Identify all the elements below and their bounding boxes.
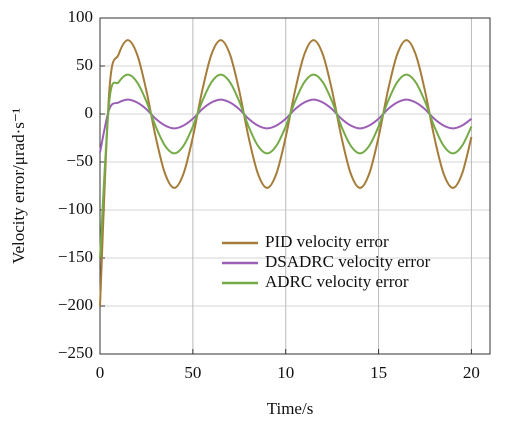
y-tick-label: 0 [85,103,94,122]
x-axis-label: Time/s [267,399,314,418]
legend-label: ADRC velocity error [265,272,409,291]
y-tick-label: 100 [68,7,94,26]
y-tick-label: 50 [76,55,93,74]
y-tick-label: −150 [58,247,93,266]
y-tick-label: −50 [66,151,93,170]
legend-label: DSADRC velocity error [265,252,431,271]
x-tick-label: 10 [277,363,294,382]
x-tick-label: 0 [96,363,105,382]
y-axis-label: Velocity error/μrad·s⁻¹ [9,108,28,264]
plot-frame [99,17,491,355]
y-tick-label: −100 [58,199,93,218]
x-tick-label: 15 [370,363,387,382]
legend-label: PID velocity error [265,232,389,251]
x-tick-label: 50 [184,363,201,382]
series-line [99,39,473,307]
y-tick-label: −200 [58,295,93,314]
series-line [99,98,473,153]
y-tick-label: −250 [58,343,93,362]
series-line [99,73,473,259]
x-tick-label: 20 [463,363,480,382]
